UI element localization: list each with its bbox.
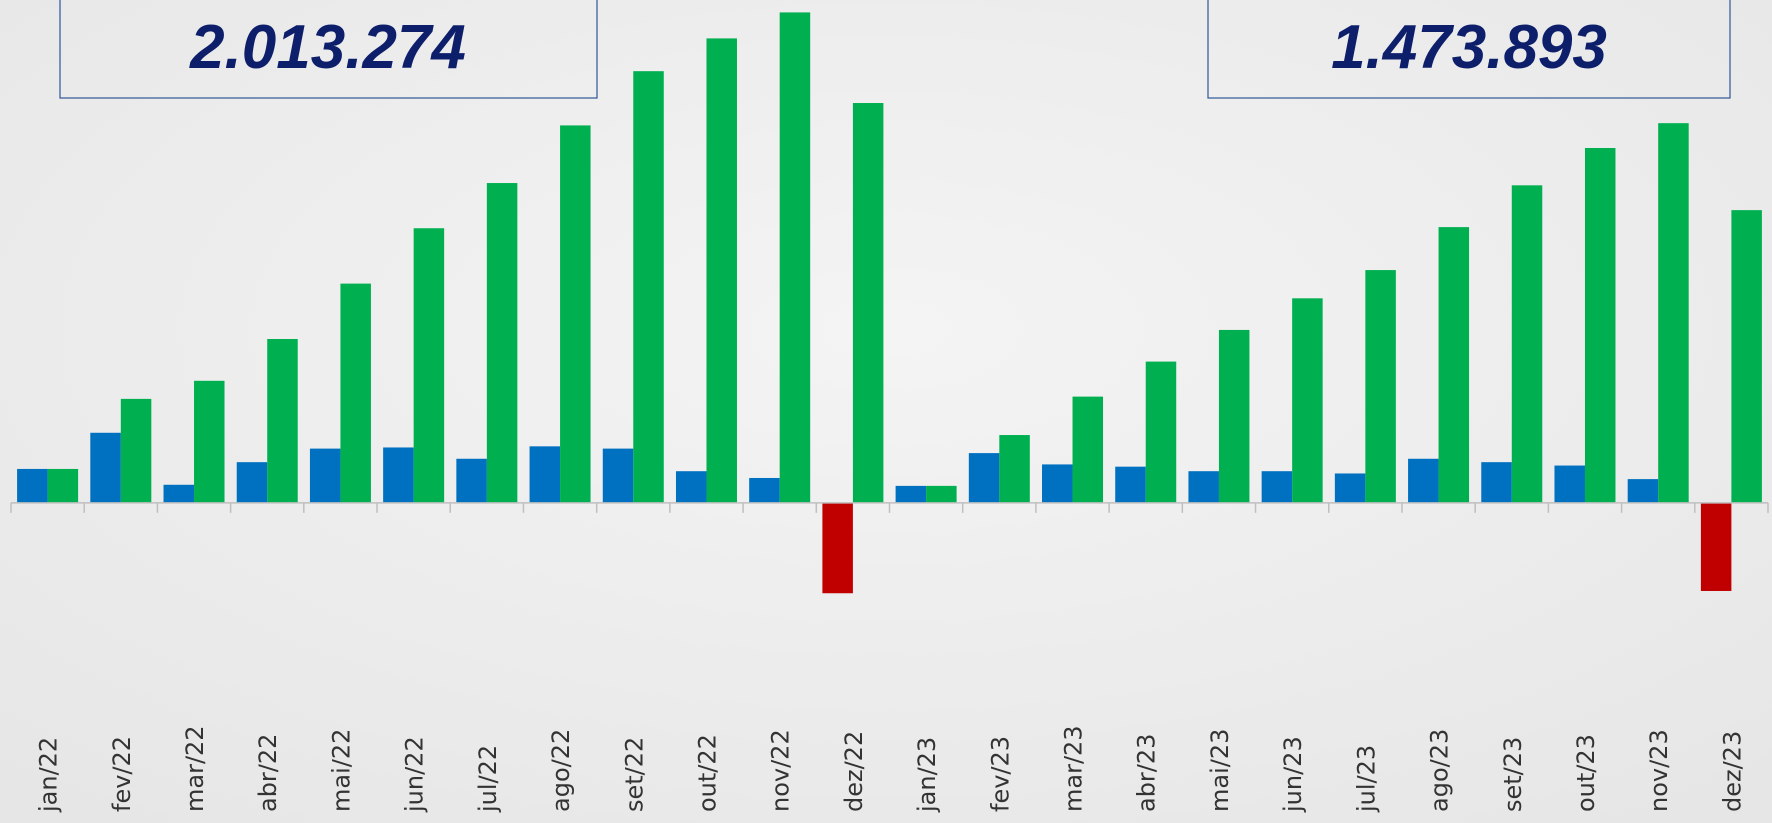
bar xyxy=(895,485,927,503)
bar xyxy=(1658,123,1689,503)
bar xyxy=(1042,464,1073,503)
x-tick-label: jan/23 xyxy=(913,737,941,813)
x-tick-label: set/23 xyxy=(1499,737,1527,812)
bar xyxy=(852,103,884,503)
bar xyxy=(120,398,152,503)
x-tick-label: mar/22 xyxy=(181,725,209,812)
bar xyxy=(1627,479,1659,503)
x-tick-label: set/22 xyxy=(620,737,648,812)
bar xyxy=(560,125,591,503)
x-tick-label: ago/23 xyxy=(1426,729,1454,812)
bar xyxy=(1218,329,1250,503)
bar xyxy=(1554,465,1585,503)
x-tick-label: out/23 xyxy=(1572,734,1600,812)
x-tick-label: fev/22 xyxy=(108,736,136,812)
bar xyxy=(779,12,811,503)
x-tick-label: out/22 xyxy=(693,734,721,812)
bar xyxy=(1115,466,1146,503)
bar xyxy=(1408,458,1439,503)
x-tick-label: jul/23 xyxy=(1352,745,1380,813)
x-tick-label: ago/22 xyxy=(547,729,575,812)
x-tick-label: mai/23 xyxy=(1206,729,1234,812)
bar xyxy=(383,447,414,503)
bar xyxy=(529,446,561,503)
bar xyxy=(456,458,487,503)
bar xyxy=(1261,471,1293,503)
bar xyxy=(340,283,371,503)
bar xyxy=(1188,471,1219,503)
bar xyxy=(968,453,1000,503)
bar xyxy=(90,432,121,503)
x-tick-label: nov/22 xyxy=(767,729,795,812)
bar xyxy=(486,183,518,503)
bar xyxy=(749,477,780,503)
x-tick-label: dez/22 xyxy=(840,731,868,812)
bar xyxy=(194,380,225,503)
x-tick-label: jul/22 xyxy=(474,745,502,813)
bar xyxy=(309,448,341,503)
bar xyxy=(236,462,268,503)
bar xyxy=(602,448,634,503)
total-label: 1.473.893 xyxy=(1331,13,1607,82)
bar xyxy=(1365,270,1396,503)
bar xyxy=(999,435,1030,503)
bar xyxy=(413,228,445,503)
x-tick-label: jun/23 xyxy=(1279,736,1307,813)
bar xyxy=(633,71,664,503)
bar xyxy=(267,339,298,503)
bar xyxy=(1334,473,1366,503)
bar xyxy=(17,468,48,503)
x-tick-label: mai/22 xyxy=(327,729,355,812)
bar xyxy=(706,38,737,503)
bar xyxy=(822,502,853,594)
x-tick-label: fev/23 xyxy=(986,736,1014,812)
bar xyxy=(1584,148,1616,503)
x-tick-label: jun/22 xyxy=(401,736,429,813)
x-tick-label: abr/22 xyxy=(254,734,282,812)
x-tick-label: dez/23 xyxy=(1718,731,1746,812)
bar xyxy=(1292,298,1323,503)
x-tick-label: jan/22 xyxy=(35,737,63,813)
bar xyxy=(1072,396,1104,503)
bar xyxy=(47,468,79,503)
x-tick-label: nov/23 xyxy=(1645,729,1673,812)
x-tick-label: abr/23 xyxy=(1133,734,1161,812)
bar xyxy=(1438,227,1470,503)
bar xyxy=(675,471,707,503)
bar xyxy=(1731,210,1762,503)
bar xyxy=(1145,361,1177,503)
bar xyxy=(926,485,957,503)
bar xyxy=(163,484,195,503)
bar xyxy=(1481,462,1512,503)
x-tick-label: mar/23 xyxy=(1060,725,1088,812)
total-box xyxy=(1207,0,1731,99)
bar xyxy=(1511,185,1543,503)
total-label: 2.013.274 xyxy=(189,13,466,82)
total-box xyxy=(59,0,598,99)
bar xyxy=(1700,502,1732,591)
